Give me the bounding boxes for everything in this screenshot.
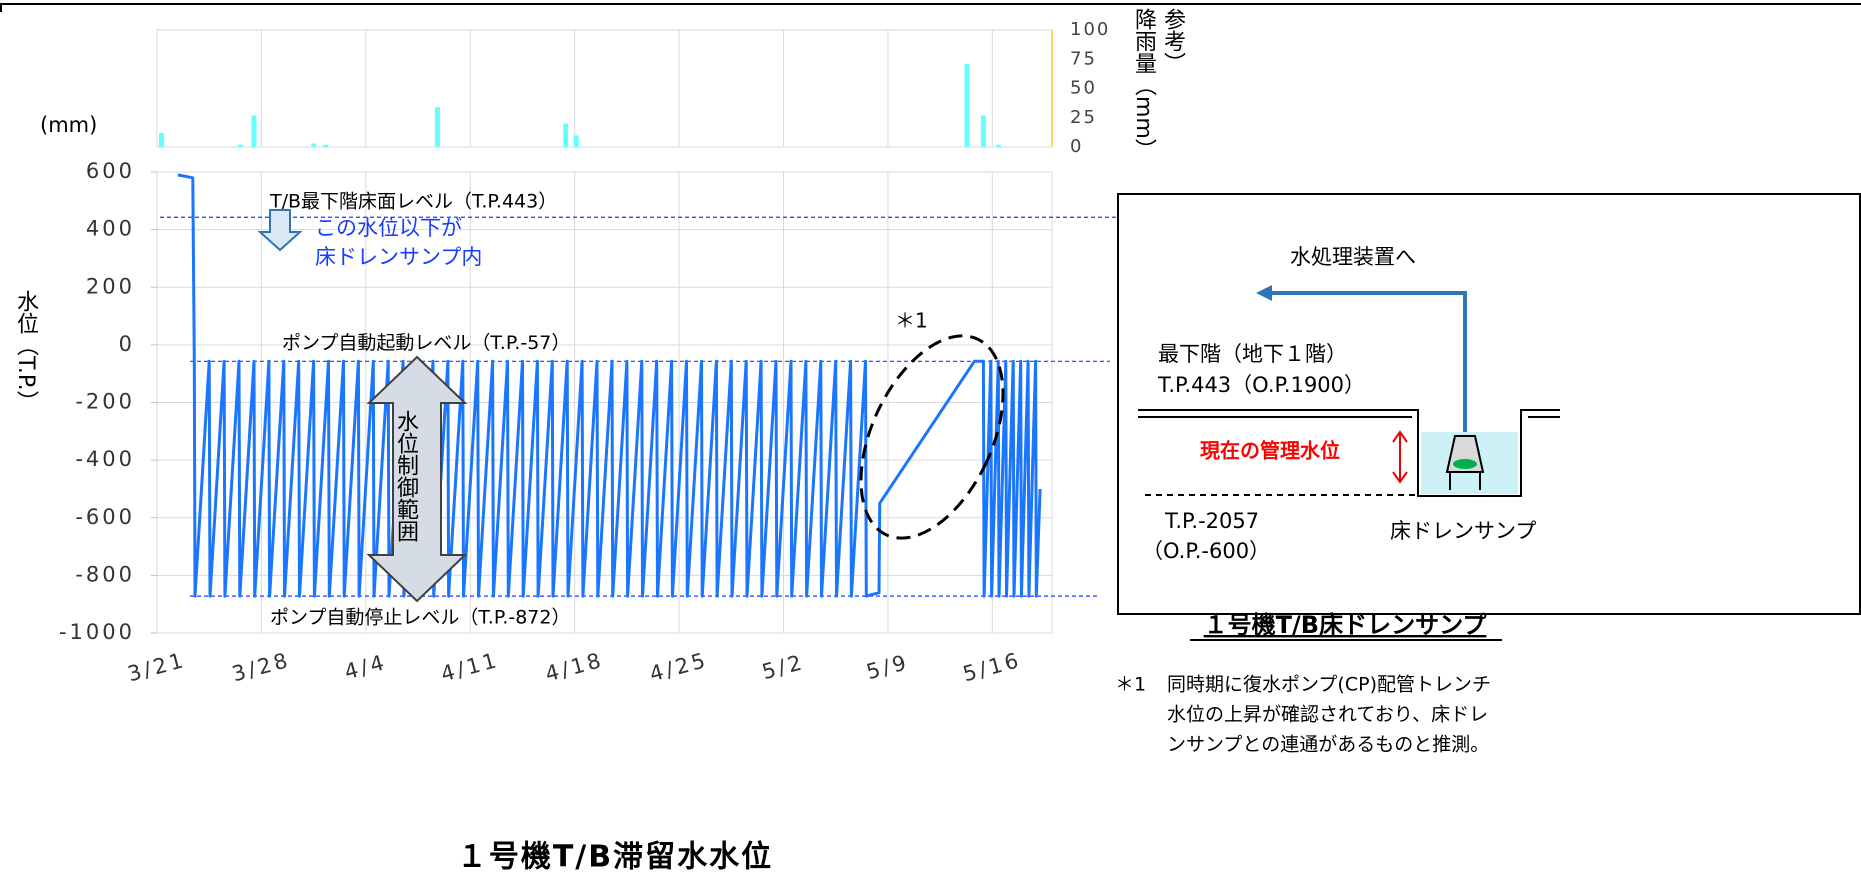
level-line: [178, 175, 1040, 596]
rain-axis-title: 参考）: [1160, 8, 1186, 74]
diagram-label: T.P.443（O.P.1900）: [1157, 373, 1365, 397]
rain-bar: [159, 133, 164, 147]
reference-label: T/B最下階床面レベル（T.P.443）: [269, 191, 557, 213]
diagram-label: 水処理装置へ: [1290, 245, 1416, 269]
y-tick-label: -400: [75, 447, 135, 471]
rain-bar: [964, 64, 969, 147]
x-tick-label: 5/2: [759, 650, 807, 684]
rain-bar: [251, 115, 256, 147]
rain-bar: [311, 143, 316, 147]
x-tick-label: 3/28: [229, 648, 292, 686]
rain-bar: [996, 145, 1001, 147]
y-tick-label: -200: [75, 390, 135, 414]
rain-bar: [981, 115, 986, 147]
rain-axis-title: 降雨量（mm）: [1131, 8, 1157, 161]
rain-bar: [323, 145, 328, 147]
x-tick-label: 4/11: [438, 648, 501, 686]
footnote: ンサンプとの連通があるものと推測。: [1167, 734, 1489, 756]
rain-tick-label: 25: [1070, 107, 1097, 128]
level-arrow: [1393, 432, 1407, 482]
annotation: この水位以下が: [315, 216, 462, 240]
pipe-arrow: [1256, 285, 1272, 301]
y-axis-title: 水位（T.P.）: [13, 290, 39, 413]
footnote-mark: ＊1: [1115, 674, 1146, 696]
note-mark: ＊1: [895, 309, 928, 333]
x-tick-label: 5/16: [960, 648, 1023, 686]
page: {"chart_data": [ {"type": "bar", "unit_l…: [0, 0, 1861, 895]
y-tick-label: 600: [86, 159, 135, 183]
y-tick-label: 400: [86, 217, 135, 241]
rain-tick-label: 0: [1070, 136, 1083, 157]
x-tick-label: 3/21: [125, 648, 188, 686]
chart-title: １号機T/B滞留水水位: [457, 840, 773, 875]
diagram-label: 床ドレンサンプ: [1390, 519, 1536, 543]
reference-label: ポンプ自動停止レベル（T.P.-872）: [270, 607, 570, 629]
control-range: 水位制御範囲: [393, 410, 419, 542]
rain-plot-area: [157, 30, 1052, 147]
page-canvas: (mm) 参考） 降雨量（mm） 水位（T.P.） １号機T/B滞留水水位 3/…: [0, 0, 1861, 895]
y-tick-label: 200: [86, 274, 135, 298]
rain-tick-label: 100: [1070, 19, 1110, 40]
x-tick-label: 4/4: [342, 650, 390, 684]
diagram-label: T.P.-2057: [1164, 509, 1259, 533]
rain-tick-label: 75: [1070, 48, 1097, 69]
annotation: 床ドレンサンプ内: [315, 245, 482, 269]
rain-bar: [238, 145, 243, 147]
rain-tick-label: 50: [1070, 78, 1097, 99]
y-tick-label: -1000: [59, 620, 135, 644]
rain-bar: [563, 124, 568, 147]
rain-unit: (mm): [40, 113, 97, 137]
diagram-label: 最下階（地下１階）: [1158, 342, 1347, 366]
diagram-caption: １号機T/B床ドレンサンプ: [1204, 611, 1488, 639]
footnote: 同時期に復水ポンプ(CP)配管トレンチ: [1167, 674, 1491, 696]
x-tick-label: 4/25: [647, 648, 710, 686]
diagram-label: 現在の管理水位: [1200, 439, 1340, 463]
footnote: 水位の上昇が確認されており、床ドレ: [1167, 704, 1488, 726]
rain-bar: [574, 135, 579, 147]
pump-impeller: [1453, 459, 1477, 469]
y-tick-label: 0: [119, 332, 135, 356]
y-tick-label: -600: [75, 505, 135, 529]
rain-bar: [435, 107, 440, 147]
x-tick-label: 4/18: [543, 648, 606, 686]
x-tick-label: 5/9: [864, 650, 912, 684]
y-tick-label: -800: [75, 562, 135, 586]
diagram-label: （O.P.-600）: [1142, 539, 1270, 563]
reference-label: ポンプ自動起動レベル（T.P.-57）: [282, 332, 570, 354]
